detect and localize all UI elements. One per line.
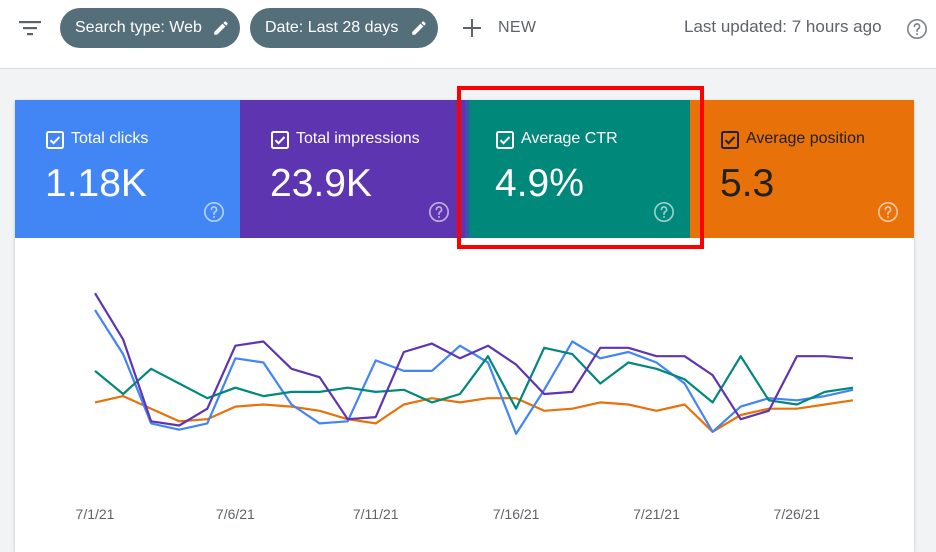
toolbar: Search type: Web Date: Last 28 days NEW … [0,0,936,69]
metric-average-ctr[interactable]: Average CTR 4.9% [465,100,690,238]
series-line-average-ctr [94,346,854,410]
checkbox-checked-icon[interactable] [46,131,64,149]
metric-value: 23.9K [270,162,372,205]
metric-label: Total clicks [71,130,149,147]
search-type-chip[interactable]: Search type: Web [60,8,240,48]
help-icon[interactable] [877,201,899,223]
date-range-chip-label: Date: Last 28 days [265,19,399,36]
metric-tiles: Total clicks 1.18K Total impressions 23.… [15,86,914,249]
tile-edge-stripe [465,100,469,238]
metric-total-impressions[interactable]: Total impressions 23.9K [240,100,465,238]
checkbox-checked-icon[interactable] [721,131,739,149]
series-line-total-impressions [94,292,854,427]
edit-pencil-icon [214,21,228,35]
edit-pencil-icon [412,21,426,35]
date-range-chip[interactable]: Date: Last 28 days [250,8,438,48]
new-filter-button[interactable]: NEW [460,12,550,44]
x-tick-label: 7/1/21 [76,506,115,522]
metric-label: Average position [746,130,865,147]
new-filter-label: NEW [498,19,537,36]
x-tick-label: 7/6/21 [216,506,255,522]
metric-value: 5.3 [720,162,775,205]
metric-value: 1.18K [45,162,147,205]
metric-label: Average CTR [521,130,618,147]
x-tick-label: 7/11/21 [353,506,399,522]
metric-label: Total impressions [296,130,420,147]
checkbox-checked-icon[interactable] [496,131,514,149]
help-icon[interactable] [428,201,450,223]
help-icon[interactable] [203,201,225,223]
last-updated-text: Last updated: 7 hours ago [684,17,882,36]
series-line-average-position [94,395,854,433]
plus-icon [463,19,481,37]
performance-card: Total clicks 1.18K Total impressions 23.… [15,86,914,552]
checkbox-checked-icon[interactable] [271,131,289,149]
search-type-chip-label: Search type: Web [75,19,202,36]
filter-list-icon[interactable] [16,16,44,40]
metric-value: 4.9% [495,162,584,205]
performance-chart: 7/1/21 7/6/21 7/11/21 7/16/21 7/21/21 7/26/21 [15,238,914,552]
metric-total-clicks[interactable]: Total clicks 1.18K [15,100,240,238]
x-tick-label: 7/21/21 [633,506,680,522]
series-line-total-clicks [94,309,854,435]
x-tick-label: 7/16/21 [493,506,540,522]
x-tick-label: 7/26/21 [774,506,821,522]
help-icon[interactable] [906,18,928,40]
metric-average-position[interactable]: Average position 5.3 [690,100,914,238]
help-icon[interactable] [653,201,675,223]
